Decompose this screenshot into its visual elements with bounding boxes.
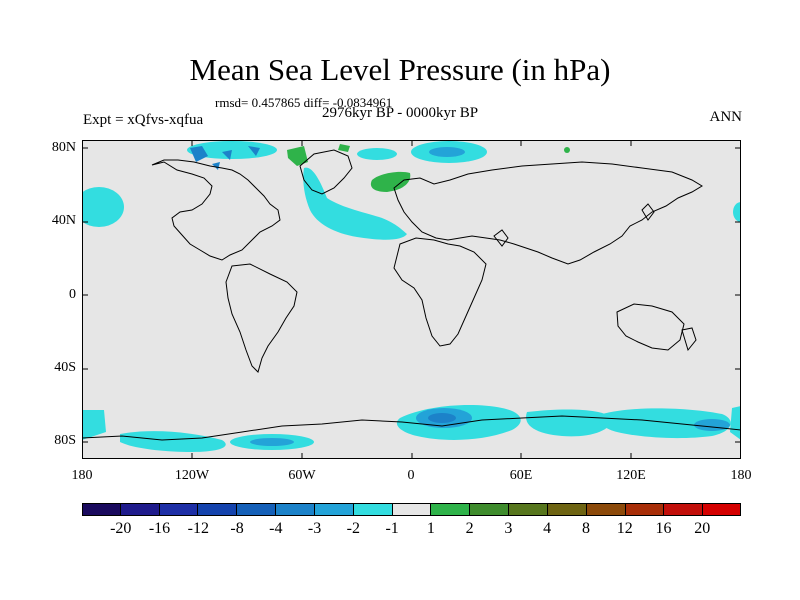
anomaly-fields	[74, 141, 749, 452]
lat-label-80s: 80S	[54, 433, 76, 448]
colorbar-label: -1	[385, 520, 399, 537]
colorbar-box	[586, 503, 626, 516]
anomaly-greenland-sea	[357, 148, 397, 160]
colorbar-box	[470, 503, 510, 516]
rmsd-diff-stats: rmsd= 0.457865 diff= -0.0834961	[215, 95, 393, 110]
anomaly-ross-core	[694, 419, 730, 431]
colorbar-label: -4	[269, 520, 283, 537]
lat-label-40n: 40N	[51, 213, 76, 228]
colorbar-label: 1	[426, 520, 435, 537]
colorbar-label: 12	[616, 520, 633, 537]
experiment-label: Expt = xQfvs-xqfua	[83, 112, 204, 128]
colorbar-label: 3	[504, 520, 513, 537]
anomaly-so-west	[82, 410, 106, 440]
world-map	[74, 140, 749, 459]
anomaly-weddell-core	[428, 413, 456, 423]
coastlines	[81, 149, 742, 441]
colorbar-box	[276, 503, 315, 516]
ocean-background	[82, 140, 741, 459]
colorbar-label: -20	[110, 520, 132, 537]
colorbar	[82, 503, 742, 516]
colorbar-box	[392, 503, 432, 516]
colorbar-box	[509, 503, 548, 516]
colorbar-box	[625, 503, 665, 516]
season-label: ANN	[709, 109, 743, 125]
colorbar-label: -8	[230, 520, 244, 537]
colorbar-box	[314, 503, 354, 516]
africa-coast	[393, 237, 487, 347]
anomaly-so-pacific	[120, 431, 226, 452]
colorbar-label: -12	[187, 520, 209, 537]
anomaly-so-east	[730, 406, 741, 440]
anomaly-barents-core	[429, 147, 465, 157]
anomaly-svalbard-positive	[370, 171, 411, 192]
colorbar-box	[703, 503, 742, 516]
colorbar-box	[159, 503, 199, 516]
lon-label-60e: 60E	[509, 468, 533, 483]
colorbar-box	[237, 503, 277, 516]
anomaly-north-pacific	[74, 187, 124, 227]
colorbar-label: -2	[346, 520, 360, 537]
japan-coast	[641, 203, 655, 221]
colorbar-label: -16	[148, 520, 171, 537]
lon-label-180w: 180	[71, 468, 93, 483]
lon-label-120w: 120W	[174, 468, 210, 483]
lat-label-0: 0	[69, 287, 76, 302]
south-america-coast	[225, 263, 298, 373]
anomaly-north-atlantic	[303, 167, 407, 240]
colorbar-box	[82, 503, 121, 516]
lon-label-60w: 60W	[288, 468, 316, 483]
anomaly-greenland-positive	[287, 144, 350, 166]
lat-label-40s: 40S	[54, 360, 76, 375]
period-label: 2976kyr BP - 0000kyr BP	[322, 105, 479, 121]
colorbar-label: 16	[655, 520, 672, 537]
north-america-coast	[151, 159, 281, 261]
colorbar-label: 8	[581, 520, 590, 537]
map-panel	[74, 140, 749, 459]
anomaly-australian-so	[598, 408, 731, 439]
colorbar-box	[547, 503, 587, 516]
lon-label-120e: 120E	[616, 468, 646, 483]
antarctica-coast	[81, 415, 742, 441]
colorbar-box	[353, 503, 393, 516]
lat-label-80n: 80N	[51, 140, 76, 155]
colorbar-box	[198, 503, 238, 516]
colorbar-label: -3	[307, 520, 322, 537]
colorbar-label: 4	[543, 520, 552, 537]
arabian-coast	[493, 229, 509, 247]
colorbar-box	[120, 503, 160, 516]
anomaly-arctic-islands	[190, 146, 260, 170]
eurasia-coast	[393, 161, 703, 265]
new-zealand-coast	[681, 327, 697, 352]
colorbar-label: 2	[465, 520, 474, 537]
anomaly-indian-so	[526, 409, 612, 437]
plot-title: Mean Sea Level Pressure (in hPa)	[189, 52, 611, 87]
lon-label-180e: 180	[730, 468, 752, 483]
australia-coast	[616, 303, 685, 351]
lon-label-0: 0	[407, 468, 415, 483]
colorbar-label: 20	[694, 520, 711, 537]
axis-ticks	[82, 140, 741, 459]
anomaly-siberia-positive	[564, 147, 570, 153]
anomaly-drake-core	[250, 438, 294, 446]
greenland-coast	[299, 149, 353, 195]
colorbar-box	[431, 503, 471, 516]
colorbar-box	[664, 503, 704, 516]
